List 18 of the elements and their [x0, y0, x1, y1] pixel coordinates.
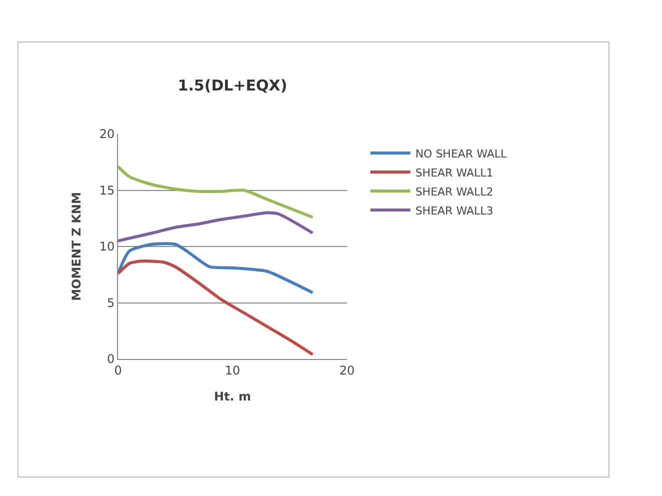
- x-tick-label: 10: [224, 363, 240, 378]
- legend-label: SHEAR WALL2: [415, 185, 494, 198]
- y-tick-label: 20: [99, 127, 115, 142]
- x-tick-label: 20: [339, 363, 355, 378]
- y-tick-label: 5: [106, 296, 115, 310]
- y-axis-title: MOMENT Z KNM: [70, 192, 84, 301]
- legend-label: SHEAR WALL1: [415, 166, 494, 180]
- y-tick-label: 10: [99, 240, 115, 254]
- chart-title: 1.5(DL+EQX): [178, 76, 288, 94]
- line-series: [118, 260, 314, 356]
- line-series: [118, 165, 314, 219]
- legend-label: SHEAR WALL3: [415, 204, 494, 218]
- line-series: [118, 211, 314, 242]
- y-tick-label: 0: [106, 352, 115, 366]
- y-tick-label: 15: [99, 183, 115, 198]
- line-series: [118, 242, 314, 294]
- x-axis-title: Ht. m: [214, 389, 252, 404]
- legend-label: NO SHEAR WALL: [415, 147, 508, 160]
